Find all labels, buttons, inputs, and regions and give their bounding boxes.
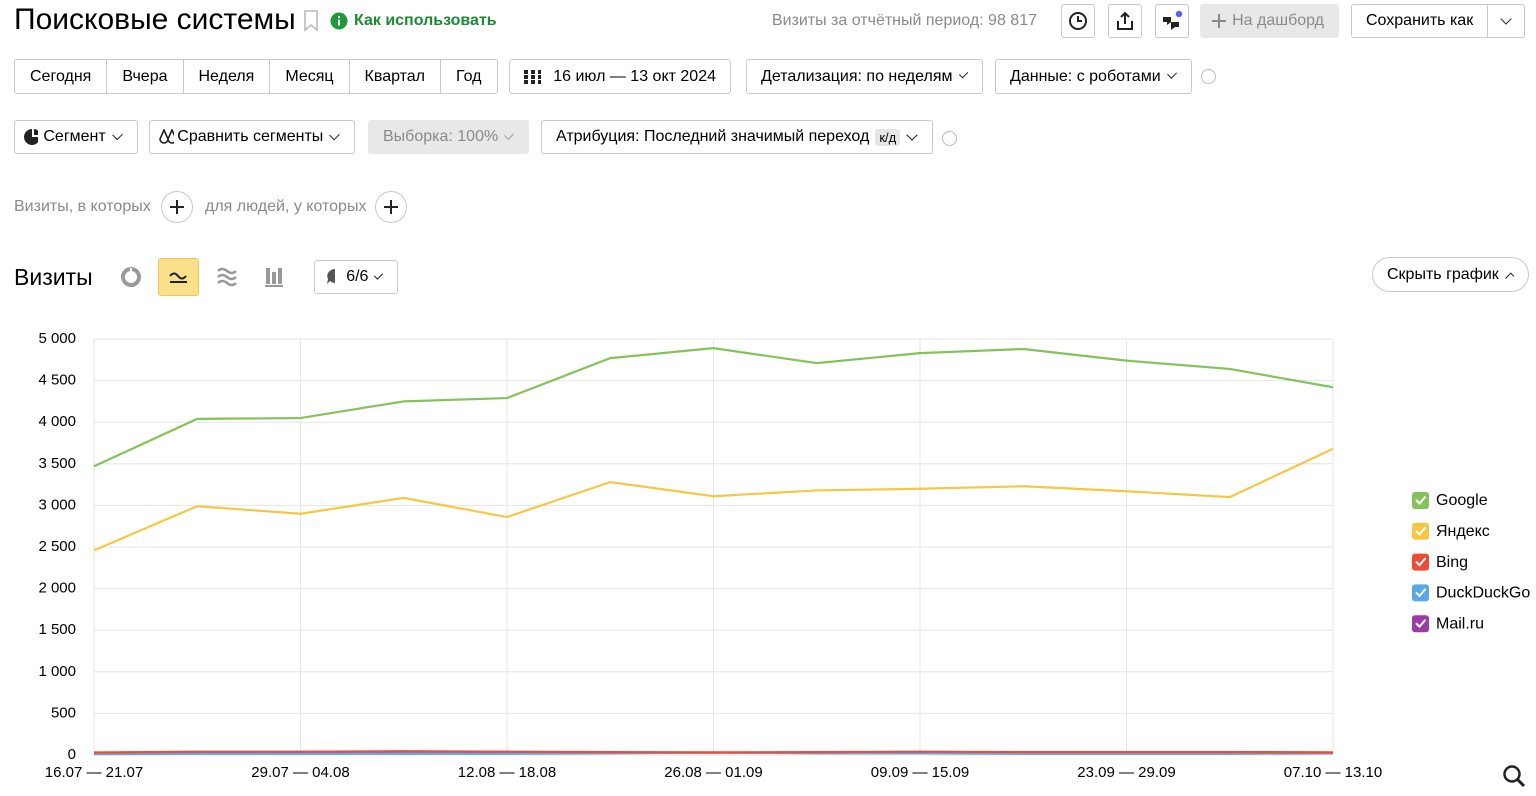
legend-check [1415, 526, 1427, 536]
comments-button[interactable] [1155, 4, 1189, 38]
period-button[interactable]: Вчера [107, 60, 184, 93]
x-tick-label: 12.08 — 18.08 [458, 764, 556, 781]
x-tick-label: 29.07 — 04.08 [251, 764, 349, 781]
legend-check [1415, 619, 1427, 629]
legend-checkbox [1412, 553, 1429, 571]
legend-label: Яндекс [1436, 523, 1490, 540]
help-icon[interactable] [1201, 69, 1216, 84]
segment-button[interactable]: Сегмент [14, 120, 138, 154]
hide-chart-button[interactable]: Скрыть график [1372, 257, 1529, 292]
save-as-button[interactable]: Сохранить как [1351, 4, 1488, 38]
chart: 0 500 1 000 1 500 2 000 2 500 3 000 3 500 4 000 4… [38, 330, 1530, 781]
attribution-button[interactable]: Атрибуция: Последний значимый переход к/д [541, 120, 933, 154]
legend-label: Google [1436, 492, 1488, 509]
y-tick-label: 4 500 [38, 372, 76, 389]
series-line [93, 447, 1334, 552]
save-as-label: Сохранить как [1366, 12, 1474, 29]
legend-check [1415, 588, 1427, 598]
add-visit-filter[interactable] [161, 191, 193, 223]
y-tick-label: 3 500 [38, 455, 76, 472]
legend-check [1415, 557, 1427, 567]
x-tick-label: 26.08 — 01.09 [664, 764, 762, 781]
add-people-filter[interactable] [375, 191, 407, 223]
dashboard-label: На дашборд [1232, 12, 1324, 29]
hide-chart-label: Скрыть график [1387, 265, 1499, 283]
attribution-badge: к/д [875, 128, 901, 146]
date-range-button[interactable]: 16 июл — 13 окт 2024 [509, 59, 731, 94]
y-tick-label: 1 000 [38, 663, 76, 680]
detail-label: Детализация: по неделям [761, 67, 953, 85]
compare-button[interactable]: Сравнить сегменты [149, 120, 355, 154]
line-view-button[interactable] [158, 258, 199, 296]
period-button[interactable]: Неделя [184, 60, 271, 93]
y-tick-label: 5 000 [38, 330, 76, 347]
help-icon[interactable] [942, 131, 957, 146]
export-button[interactable] [1108, 4, 1142, 38]
legend-check [1415, 495, 1427, 505]
compare-label: Сравнить сегменты [177, 128, 324, 145]
series-line [93, 750, 1334, 754]
series-selector[interactable]: 6/6 [314, 260, 398, 294]
save-menu-button[interactable] [1487, 4, 1525, 38]
chart-title: Визиты [14, 264, 93, 290]
legend-label: Mail.ru [1436, 615, 1484, 632]
sample-button[interactable]: Выборка: 100% [368, 120, 529, 154]
data-mode-label: Данные: с роботами [1010, 67, 1161, 85]
area-view-icon[interactable] [216, 266, 238, 288]
page-title: Поисковые системы [14, 3, 296, 36]
period-button[interactable]: Сегодня [15, 60, 108, 93]
x-tick-label: 09.09 — 15.09 [871, 764, 969, 781]
pie-view-icon[interactable] [120, 266, 142, 288]
y-tick-label: 4 000 [38, 413, 76, 430]
period-button[interactable]: Месяц [270, 60, 350, 93]
data-mode-button[interactable]: Данные: с роботами [995, 59, 1192, 94]
legend-label: Bing [1436, 554, 1468, 571]
attribution-label: Атрибуция: Последний значимый переход [556, 128, 870, 145]
zoom-icon[interactable] [1502, 764, 1526, 788]
visits-total: Визиты за отчётный период: 98 817 [771, 12, 1037, 29]
segment-label: Сегмент [43, 128, 106, 145]
period-button[interactable]: Квартал [350, 60, 442, 93]
period-group: Сегодня Вчера Неделя Месяц Квартал Год [14, 59, 498, 94]
y-tick-label: 2 500 [38, 538, 76, 555]
date-range: 16 июл — 13 окт 2024 [553, 67, 716, 85]
legend-label: DuckDuckGo [1436, 585, 1530, 602]
how-to-link[interactable]: Как использовать [354, 12, 497, 29]
y-tick-label: 500 [51, 704, 76, 721]
info-icon [330, 12, 348, 30]
x-tick-label: 07.10 — 13.10 [1284, 764, 1382, 781]
y-tick-label: 0 [68, 746, 76, 763]
x-tick-label: 23.09 — 29.09 [1077, 764, 1175, 781]
dashboard-button[interactable]: На дашборд [1200, 4, 1339, 38]
period-button[interactable]: Год [456, 67, 482, 85]
legend-checkbox [1412, 584, 1429, 602]
history-button[interactable] [1061, 4, 1095, 38]
y-tick-label: 3 000 [38, 496, 76, 513]
series-line [93, 347, 1334, 468]
y-tick-label: 2 000 [38, 580, 76, 597]
legend-checkbox [1412, 522, 1429, 540]
filter-visits-label: Визиты, в которых [14, 198, 151, 215]
y-tick-label: 1 500 [38, 621, 76, 638]
legend-checkbox [1412, 492, 1429, 509]
sample-label: Выборка: 100% [383, 128, 499, 145]
detail-button[interactable]: Детализация: по неделям [746, 59, 983, 94]
legend-checkbox [1412, 615, 1429, 633]
x-tick-label: 16.07 — 21.07 [45, 764, 143, 781]
filter-people-label: для людей, у которых [205, 198, 367, 215]
column-view-icon[interactable] [264, 266, 286, 288]
series-count: 6/6 [346, 268, 369, 285]
bookmark-icon[interactable] [303, 10, 319, 32]
